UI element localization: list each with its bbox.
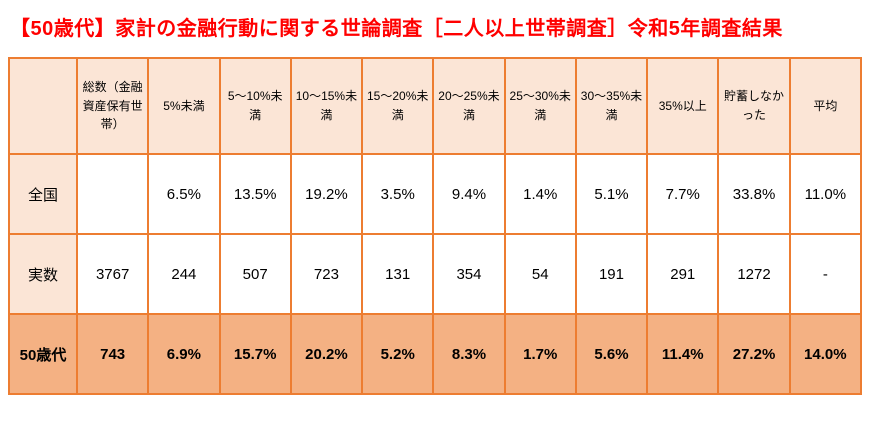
column-header-no-savings: 貯蓄しなかった: [717, 57, 791, 155]
table-cell: 14.0%: [788, 313, 863, 395]
column-header-35plus: 35%以上: [646, 57, 720, 155]
table-cell: 11.4%: [646, 313, 720, 395]
table-cell: 6.9%: [147, 313, 221, 395]
column-header-5to10: 5～10%未満: [218, 57, 292, 155]
table-cell: 723: [289, 233, 364, 315]
table-cell: 507: [218, 233, 292, 315]
table-cell: 354: [432, 233, 506, 315]
table-cell: 5.1%: [574, 153, 649, 235]
table-cell: 8.3%: [432, 313, 506, 395]
column-header-30to35: 30～35%未満: [574, 57, 649, 155]
table-cell: 5.2%: [361, 313, 435, 395]
table-cell: -: [788, 233, 863, 315]
row-label: 50歳代: [8, 313, 78, 395]
header-row: 総数（金融資産保有世帯） 5%未満 5～10%未満 10～15%未満 15～20…: [8, 57, 863, 155]
table-cell: 191: [574, 233, 649, 315]
column-header-under5: 5%未満: [147, 57, 221, 155]
table-cell: 1272: [717, 233, 791, 315]
table-cell: 244: [147, 233, 221, 315]
table-cell: 20.2%: [289, 313, 364, 395]
table-cell: 15.7%: [218, 313, 292, 395]
column-header-10to15: 10～15%未満: [289, 57, 364, 155]
table-cell: 1.7%: [503, 313, 577, 395]
column-header-total: 総数（金融資産保有世帯）: [75, 57, 150, 155]
table-cell: 11.0%: [788, 153, 863, 235]
column-header-25to30: 25～30%未満: [503, 57, 577, 155]
row-label: 全国: [8, 153, 78, 235]
table-row-counts: 実数 3767 244 507 723 131 354 54 191 291 1…: [8, 233, 863, 315]
table-row-50s: 50歳代 743 6.9% 15.7% 20.2% 5.2% 8.3% 1.7%…: [8, 313, 863, 395]
row-label: 実数: [8, 233, 78, 315]
table-cell: 6.5%: [147, 153, 221, 235]
corner-cell: [8, 57, 78, 155]
table-cell: 33.8%: [717, 153, 791, 235]
column-header-20to25: 20～25%未満: [432, 57, 506, 155]
table-cell: 13.5%: [218, 153, 292, 235]
table-cell: 291: [646, 233, 720, 315]
table-cell: 5.6%: [574, 313, 649, 395]
table-cell: 3767: [75, 233, 150, 315]
table-cell: 54: [503, 233, 577, 315]
table-cell: 743: [75, 313, 150, 395]
table-cell: 131: [361, 233, 435, 315]
table-cell: 9.4%: [432, 153, 506, 235]
table-row-national: 全国 6.5% 13.5% 19.2% 3.5% 9.4% 1.4% 5.1% …: [8, 153, 863, 235]
table-cell: 27.2%: [717, 313, 791, 395]
table-cell: 19.2%: [289, 153, 364, 235]
column-header-average: 平均: [788, 57, 863, 155]
table-cell: 1.4%: [503, 153, 577, 235]
table-cell: 3.5%: [361, 153, 435, 235]
page-title: 【50歳代】家計の金融行動に関する世論調査［二人以上世帯調査］令和5年調査結果: [10, 18, 783, 40]
column-header-15to20: 15～20%未満: [361, 57, 435, 155]
survey-table: 総数（金融資産保有世帯） 5%未満 5～10%未満 10～15%未満 15～20…: [8, 57, 863, 395]
table-cell: 7.7%: [646, 153, 720, 235]
table-cell: [75, 153, 150, 235]
